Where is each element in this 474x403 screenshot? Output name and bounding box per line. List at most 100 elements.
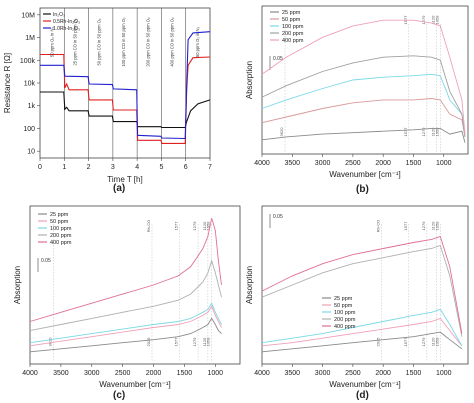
peak-top-label: 1120: [430, 15, 435, 24]
segment-annotation: 25 ppm CO in 50 ppm O₂: [72, 18, 77, 65]
peak-label: 1577: [174, 337, 179, 347]
spectrum-line: [29, 305, 222, 347]
y-axis-label: Absorption: [245, 61, 254, 99]
legend-entry: 100 ppm: [50, 226, 72, 232]
x-axis-label: Wavenumber [cm⁻¹]: [329, 380, 401, 389]
x-tick-label: 1500: [177, 370, 193, 377]
spectrum-line: [29, 218, 222, 322]
spectrum-line: [261, 127, 466, 143]
peak-label: 1058: [434, 127, 439, 137]
peak-label: 1577: [403, 337, 408, 347]
peak-top-label: 1120: [202, 221, 207, 230]
x-tick-label: 3000: [84, 370, 100, 377]
spectrum-line: [261, 98, 466, 137]
peak-label: 1577: [403, 127, 408, 137]
y-axis-label: Absorption: [13, 266, 22, 304]
peak-label: 1279: [421, 127, 426, 137]
y-axis-label: Absorption: [245, 266, 254, 304]
x-tick-label: 2000: [375, 160, 391, 167]
peak-top-label: Rh-CO: [376, 220, 381, 232]
x-tick-label: 4000: [254, 370, 270, 377]
legend-entry: 200 ppm: [334, 317, 356, 323]
legend-entry: 50 ppm: [334, 303, 353, 309]
x-tick-label: 3000: [315, 370, 331, 377]
y-tick-label: 100: [23, 126, 35, 133]
peak-label: 2025: [146, 337, 151, 347]
x-tick-label: 2000: [375, 370, 391, 377]
y-tick-label: 1k: [28, 103, 36, 110]
segment-annotation: 200 ppm CO in 50 ppm O₂: [145, 17, 150, 67]
x-tick-label: 1000: [436, 160, 452, 167]
peak-label: 1120: [430, 337, 435, 346]
x-tick-label: 6: [184, 164, 188, 171]
x-tick-label: 3500: [285, 160, 301, 167]
segment-annotation: 400 ppm CO in 50 ppm O₂: [170, 17, 175, 67]
legend-entry: 1.0Rh-In₂O₃: [53, 26, 80, 32]
legend-entry: 25 ppm: [50, 212, 69, 218]
x-tick-label: 1000: [208, 370, 224, 377]
x-tick-label: 2000: [146, 370, 162, 377]
spectrum-line: [261, 19, 466, 135]
x-tick-label: 3: [111, 164, 115, 171]
y-tick-label: 10: [27, 149, 35, 156]
panel-label-d: (d): [356, 390, 369, 401]
peak-label: 3620: [47, 337, 52, 347]
y-tick-label: 1M: [25, 35, 35, 42]
y-axis-label: Resistance R [Ω]: [3, 53, 12, 113]
peak-top-label: 1058: [434, 15, 439, 25]
legend-entry: 50 ppm: [282, 17, 301, 23]
spectrum-line: [29, 259, 222, 332]
spectrum-line: [29, 302, 222, 344]
legend-entry: 50 ppm: [50, 219, 69, 225]
y-tick-label: 10k: [24, 81, 36, 88]
spectrum-line: [261, 55, 466, 137]
panel-label-b: (b): [356, 184, 369, 195]
legend-entry: In₂O₃: [53, 12, 65, 18]
series-line: [40, 31, 211, 140]
spectrum-line: [261, 73, 466, 137]
x-tick-label: 4000: [22, 370, 38, 377]
x-tick-label: 1000: [436, 370, 452, 377]
peak-label: 1120: [430, 127, 435, 136]
x-tick-label: 2: [87, 164, 91, 171]
x-tick-label: 1500: [406, 160, 422, 167]
x-tick-label: 4000: [254, 160, 270, 167]
legend-entry: 100 ppm: [334, 310, 356, 316]
peak-top-label: 1279: [421, 221, 426, 231]
x-tick-label: 1: [62, 164, 66, 171]
legend-entry: 25 ppm: [334, 296, 353, 302]
spectrum-line: [261, 317, 463, 347]
legend-entry: 200 ppm: [282, 31, 304, 37]
x-tick-label: 3500: [53, 370, 69, 377]
plot-area-b: [261, 5, 469, 155]
x-tick-label: 3000: [315, 160, 331, 167]
spectrum-line: [261, 331, 463, 353]
panel-label-c: (c): [113, 390, 126, 401]
peak-label: 1279: [421, 337, 426, 347]
segment-annotation: 50 ppm O₂ in N₂: [49, 27, 54, 58]
legend-entry: 400 ppm: [50, 240, 72, 246]
panel-label-a: (a): [113, 183, 126, 194]
legend-entry: 25 ppm: [282, 10, 301, 16]
series-line: [40, 53, 211, 144]
x-tick-label: 1500: [406, 370, 422, 377]
x-tick-label: 2500: [345, 370, 361, 377]
x-tick-label: 7: [208, 164, 212, 171]
x-tick-label: 4: [135, 164, 139, 171]
x-axis-label: Wavenumber [cm⁻¹]: [329, 170, 401, 179]
plot-area-d: [261, 205, 469, 365]
peak-label: 1120: [202, 337, 207, 346]
spectrum-line: [261, 308, 463, 347]
x-tick-label: 3500: [285, 370, 301, 377]
x-tick-label: 2500: [115, 370, 131, 377]
peak-top-label: 1279: [192, 221, 197, 231]
legend-entry: 100 ppm: [282, 24, 304, 30]
peak-top-label: 1058: [434, 221, 439, 231]
legend-entry: 400 ppm: [282, 38, 304, 44]
peak-top-label: 1058: [206, 221, 211, 231]
peak-label: 3620: [279, 127, 284, 137]
peak-top-label: 1120: [430, 221, 435, 230]
x-tick-label: 2500: [345, 160, 361, 167]
x-axis-label: Time T [h]: [107, 175, 142, 184]
